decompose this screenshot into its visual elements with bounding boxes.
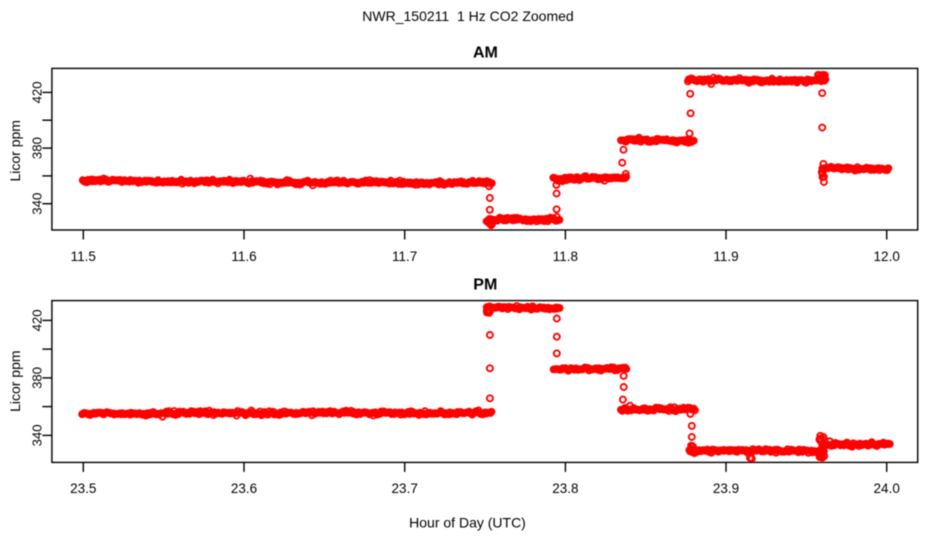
svg-text:Licor ppm: Licor ppm — [7, 120, 23, 181]
svg-text:AM: AM — [473, 44, 498, 61]
svg-text:PM: PM — [473, 276, 497, 293]
svg-text:11.6: 11.6 — [231, 249, 256, 264]
svg-text:340: 340 — [29, 193, 44, 215]
svg-text:Licor ppm: Licor ppm — [7, 350, 23, 411]
svg-text:Hour of Day (UTC): Hour of Day (UTC) — [409, 514, 526, 530]
svg-text:23.6: 23.6 — [231, 481, 257, 496]
svg-text:380: 380 — [29, 137, 44, 159]
svg-text:380: 380 — [29, 367, 44, 389]
svg-text:11.5: 11.5 — [71, 249, 96, 264]
svg-text:420: 420 — [29, 309, 44, 331]
svg-text:11.7: 11.7 — [392, 249, 417, 264]
svg-text:23.9: 23.9 — [713, 481, 739, 496]
svg-text:23.7: 23.7 — [392, 481, 418, 496]
svg-text:23.8: 23.8 — [552, 481, 578, 496]
svg-text:24.0: 24.0 — [874, 481, 900, 496]
svg-text:12.0: 12.0 — [874, 249, 900, 264]
svg-text:340: 340 — [29, 424, 44, 446]
svg-text:11.8: 11.8 — [553, 249, 578, 264]
svg-text:23.5: 23.5 — [70, 481, 96, 496]
svg-text:420: 420 — [29, 81, 44, 103]
svg-text:NWR_150211 1 Hz CO2 Zoomed: NWR_150211 1 Hz CO2 Zoomed — [362, 8, 573, 24]
svg-text:11.9: 11.9 — [713, 249, 738, 264]
